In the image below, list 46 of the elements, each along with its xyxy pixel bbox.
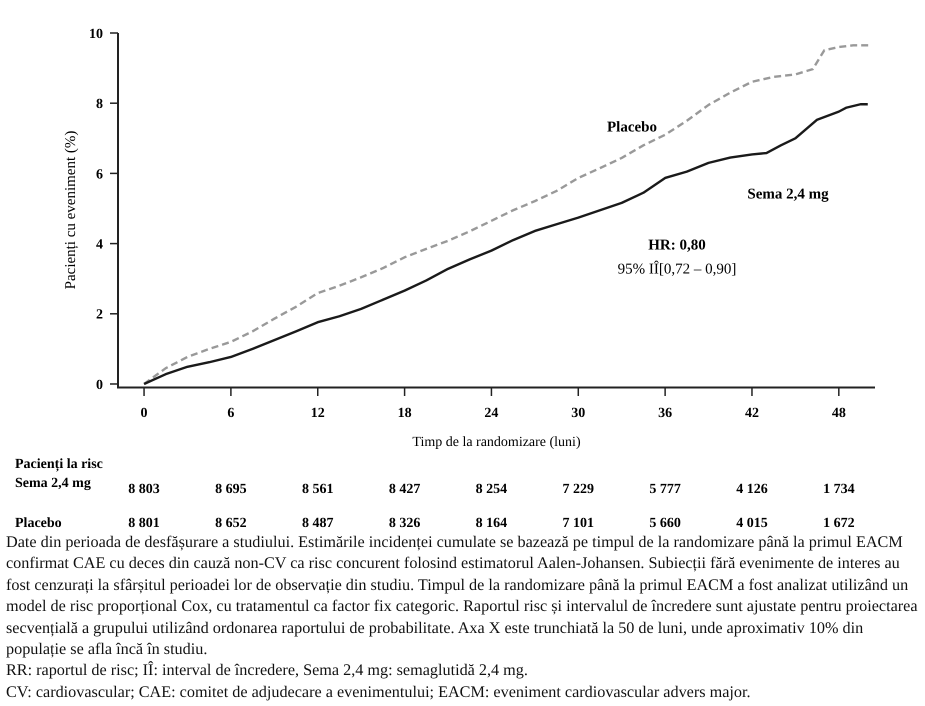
text: 1 734 (823, 482, 855, 497)
y-tick-label: 8 (96, 97, 103, 112)
x-axis-title: Timp de la randomizare (luni) (412, 435, 581, 450)
x-tick-label: 48 (832, 406, 846, 421)
text: 8 427 (388, 482, 420, 497)
text: Date din perioada de desfășurare a studiului. Estimările incidenței cumulate se bazează pe timpul de la randomizare până la primul EACM confirmat CAE cu deces din cauză non-CV ca risc concurent folosind estimatorul Aalen-Johansen. Subiecții fără evenimente de interes au fost cenzurați la sfârșitul perioadei lor de observație din studiu. Timpul de la randomizare până la primul EACM a fost analizat utilizând un model de risc proporțional Cox, cu tratamentul ca factor fix categoric. Raportul risc și intervalul de încredere sunt ajustate pentru proiectarea secvențială a grupului utilizând ordonarea raportului de probabilitate. Axa X este trunchiată la 50 de luni, unde aproximativ 10% din populație se afla încă în studiu. (6, 532, 918, 660)
x-tick-label: 36 (658, 406, 672, 421)
text: Placebo (15, 516, 62, 531)
x-tick-label: 0 (140, 406, 148, 421)
text: 1 672 (823, 516, 855, 531)
text: Sema 2,4 mg (15, 476, 91, 491)
y-tick-label: 2 (96, 308, 103, 323)
line-series (142, 44, 870, 386)
y-axis-title: Pacienți cu eveniment (%) (63, 130, 79, 290)
text: 8 487 (302, 516, 334, 531)
text: 5 777 (649, 482, 681, 497)
text: 8 803 (128, 482, 160, 497)
text: Pacienți la risc (15, 456, 103, 472)
x-tick-label: 6 (227, 406, 234, 421)
text: CV: cardiovascular; CAE: comitet de adjudecare a evenimentului; EACM: eveniment cardiovascular advers major. (6, 682, 752, 703)
y-tick-label: 4 (96, 237, 103, 252)
annotation: HR: 0,80 (648, 237, 706, 254)
text: 8 254 (476, 482, 508, 497)
text: 4 015 (736, 516, 768, 531)
text: 4 126 (736, 482, 768, 497)
x-tick-label: 12 (310, 406, 325, 421)
x-tick-label: 42 (744, 406, 759, 421)
text: 8 652 (215, 516, 247, 531)
text: 7 229 (562, 482, 594, 497)
y-tick-label: 6 (96, 167, 103, 182)
text: 8 801 (128, 516, 160, 531)
text: 8 695 (215, 482, 247, 497)
text: RR: raportul de risc; IÎ: interval de încredere, Sema 2,4 mg: semaglutidă 2,4 mg. (6, 660, 529, 682)
annotation: 95% IÎ[0,72 – 0,90] (618, 260, 736, 278)
x-tick-label: 24 (484, 406, 498, 421)
text: 7 101 (562, 516, 594, 531)
text: 8 164 (476, 516, 508, 531)
text: 5 660 (649, 516, 681, 531)
x-tick-label: 30 (571, 406, 586, 421)
y-tick-label: 0 (96, 378, 103, 393)
text: 8 561 (302, 482, 334, 497)
text: 8 326 (388, 516, 420, 531)
series-label: Placebo (607, 119, 657, 136)
x-tick-label: 18 (398, 406, 412, 421)
text: Sema 2,4 mg (747, 186, 830, 202)
y-tick-label: 10 (89, 26, 103, 42)
